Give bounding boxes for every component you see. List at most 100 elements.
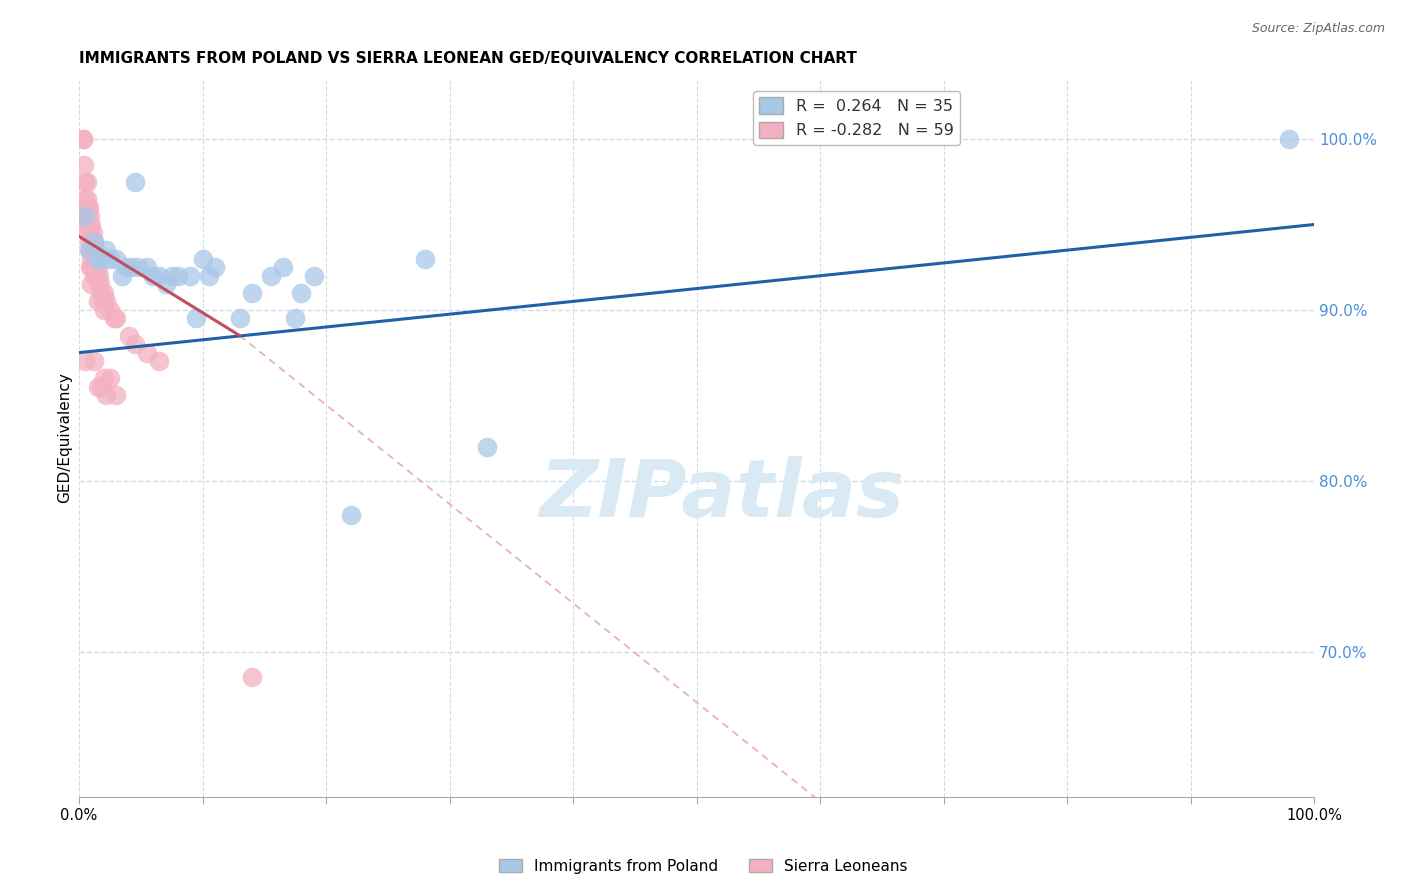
Point — [75, 209, 97, 223]
Point — [148, 268, 170, 283]
Point — [271, 260, 294, 275]
Point — [86, 252, 108, 266]
Point — [72, 132, 94, 146]
Point — [82, 226, 104, 240]
Point — [77, 235, 100, 249]
Point — [76, 226, 98, 240]
Point — [475, 440, 498, 454]
Point — [73, 158, 96, 172]
Point — [284, 311, 307, 326]
Point — [93, 302, 115, 317]
Point — [86, 252, 108, 266]
Point — [75, 192, 97, 206]
Point — [80, 218, 103, 232]
Point — [186, 311, 208, 326]
Point — [105, 311, 128, 326]
Text: ZIPatlas: ZIPatlas — [538, 457, 904, 534]
Point — [75, 354, 97, 368]
Point — [167, 268, 190, 283]
Y-axis label: GED/Equivalency: GED/Equivalency — [58, 373, 72, 503]
Point — [79, 243, 101, 257]
Point — [90, 285, 112, 300]
Point — [259, 268, 281, 283]
Point — [302, 268, 325, 283]
Point — [98, 252, 121, 266]
Point — [83, 235, 105, 249]
Point — [228, 311, 250, 326]
Point — [198, 268, 221, 283]
Point — [80, 277, 103, 292]
Point — [80, 252, 103, 266]
Legend: R =  0.264   N = 35, R = -0.282   N = 59: R = 0.264 N = 35, R = -0.282 N = 59 — [754, 91, 960, 145]
Point — [98, 371, 121, 385]
Point — [93, 371, 115, 385]
Point — [136, 260, 159, 275]
Text: Source: ZipAtlas.com: Source: ZipAtlas.com — [1251, 22, 1385, 36]
Point — [155, 277, 177, 292]
Point — [75, 175, 97, 189]
Point — [136, 345, 159, 359]
Point — [83, 268, 105, 283]
Point — [191, 252, 214, 266]
Point — [117, 328, 139, 343]
Point — [83, 354, 105, 368]
Point — [79, 226, 101, 240]
Point — [103, 311, 125, 326]
Point — [240, 670, 263, 684]
Point — [105, 388, 128, 402]
Point — [142, 268, 165, 283]
Point — [83, 235, 105, 249]
Point — [87, 268, 110, 283]
Point — [77, 243, 100, 257]
Point — [98, 302, 121, 317]
Point — [290, 285, 312, 300]
Point — [86, 260, 108, 275]
Point — [76, 175, 98, 189]
Point — [340, 508, 363, 522]
Point — [240, 285, 263, 300]
Point — [72, 132, 94, 146]
Point — [83, 252, 105, 266]
Point — [76, 218, 98, 232]
Point — [75, 209, 97, 223]
Point — [93, 285, 115, 300]
Point — [86, 380, 108, 394]
Point — [90, 252, 112, 266]
Point — [96, 243, 118, 257]
Point — [115, 260, 138, 275]
Point — [86, 294, 108, 309]
Point — [84, 260, 107, 275]
Point — [84, 243, 107, 257]
Point — [76, 192, 98, 206]
Text: IMMIGRANTS FROM POLAND VS SIERRA LEONEAN GED/EQUIVALENCY CORRELATION CHART: IMMIGRANTS FROM POLAND VS SIERRA LEONEAN… — [79, 51, 858, 66]
Point — [1278, 132, 1301, 146]
Point — [90, 380, 112, 394]
Point — [76, 201, 98, 215]
Point — [89, 277, 111, 292]
Point — [105, 252, 128, 266]
Point — [96, 388, 118, 402]
Point — [413, 252, 436, 266]
Point — [124, 337, 146, 351]
Point — [111, 268, 134, 283]
Point — [86, 268, 108, 283]
Point — [120, 260, 142, 275]
Point — [79, 209, 101, 223]
Point — [160, 268, 183, 283]
Point — [77, 201, 100, 215]
Point — [80, 260, 103, 275]
Point — [82, 243, 104, 257]
Point — [148, 354, 170, 368]
Point — [91, 294, 114, 309]
Point — [80, 235, 103, 249]
Point — [76, 209, 98, 223]
Point — [86, 277, 108, 292]
Point — [204, 260, 226, 275]
Point — [179, 268, 201, 283]
Legend: Immigrants from Poland, Sierra Leoneans: Immigrants from Poland, Sierra Leoneans — [492, 853, 914, 880]
Point — [96, 294, 118, 309]
Point — [79, 260, 101, 275]
Point — [127, 260, 149, 275]
Point — [124, 175, 146, 189]
Point — [77, 218, 100, 232]
